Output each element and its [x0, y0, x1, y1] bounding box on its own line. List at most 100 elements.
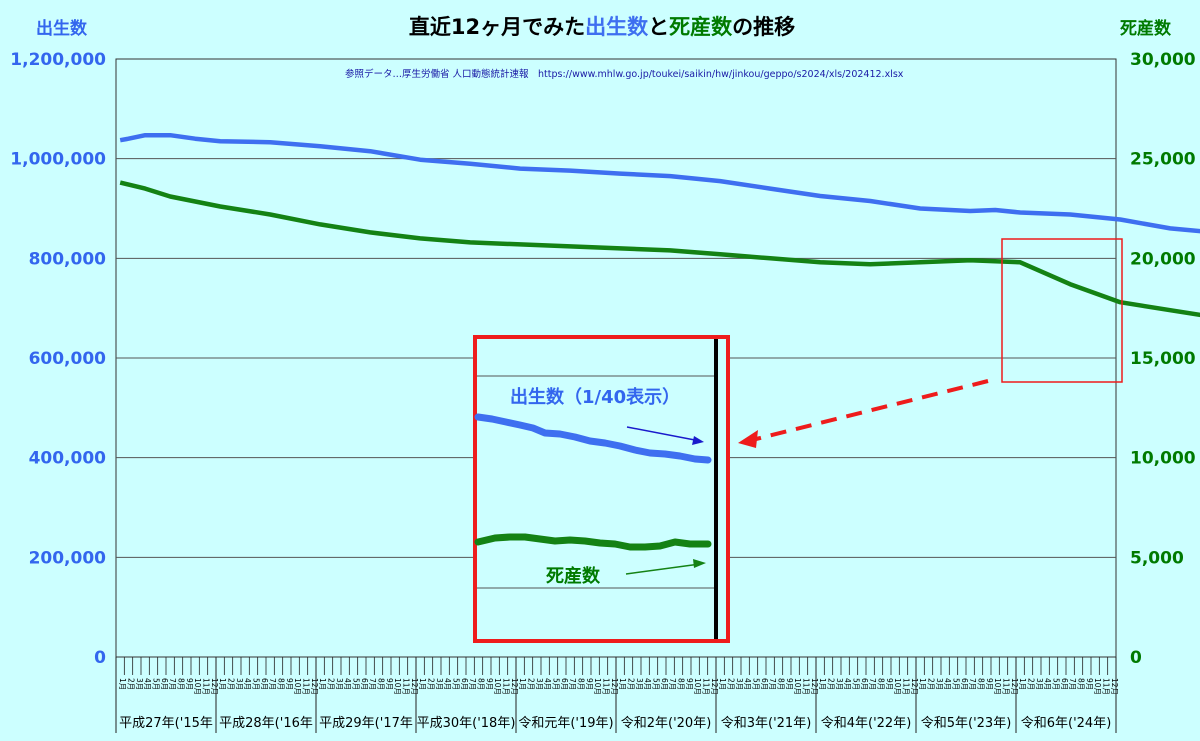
x-month-label: 10月	[193, 678, 202, 695]
x-month-label: 12月	[210, 678, 219, 695]
x-month-label: 1月	[718, 678, 727, 690]
x-month-label: 8月	[877, 678, 886, 690]
y-ticks-left: 0 200,000 400,000 600,000 800,000 1,000,000 1,…	[10, 50, 106, 668]
x-month-label: 9月	[1085, 678, 1094, 690]
y-tick-left-label: 1,200,000	[10, 50, 106, 70]
title-suffix: の推移	[732, 15, 795, 39]
chart-title: 直近12ヶ月でみた出生数と死産数の推移	[409, 15, 795, 39]
x-month-label: 11月	[202, 678, 211, 695]
inset-frame	[473, 335, 730, 643]
x-month-label: 6月	[860, 678, 869, 690]
inset-deaths-arrow	[625, 563, 701, 575]
x-month-label: 12月	[810, 678, 819, 695]
inset-deaths-arrowhead	[693, 559, 706, 568]
x-month-label: 6月	[560, 678, 569, 690]
x-month-label: 6月	[1060, 678, 1069, 690]
x-category-label: 平成30年('18年)	[417, 716, 516, 731]
x-month-label: 4月	[1043, 678, 1052, 690]
x-month-label: 1月	[118, 678, 127, 690]
x-month-label: 10月	[293, 678, 302, 695]
x-month-label: 8月	[777, 678, 786, 690]
x-month-label: 12月	[1010, 678, 1019, 695]
x-month-label: 6月	[460, 678, 469, 690]
x-month-label: 8月	[977, 678, 986, 690]
x-month-label: 5月	[652, 678, 661, 690]
x-month-label: 11月	[902, 678, 911, 695]
y-tick-right-label: 10,000	[1130, 449, 1196, 469]
y-tick-left-label: 400,000	[29, 449, 107, 469]
x-month-label: 12月	[610, 678, 619, 695]
x-month-label: 1月	[818, 678, 827, 690]
x-month-label: 5月	[352, 678, 361, 690]
title-births: 出生数	[585, 15, 649, 39]
source-note: 参照データ…厚生労働省 人口動態統計速報 https://www.mhlw.go…	[345, 68, 904, 80]
x-month-label: 9月	[385, 678, 394, 690]
x-month-label: 9月	[185, 678, 194, 690]
x-month-label: 11月	[1002, 678, 1011, 695]
x-month-label: 3月	[435, 678, 444, 690]
y-tick-right-label: 5,000	[1130, 548, 1184, 568]
x-month-label: 2月	[827, 678, 836, 690]
x-month-label: 2月	[727, 678, 736, 690]
inset-deaths-line	[474, 533, 712, 551]
x-month-label: 12月	[910, 678, 919, 695]
x-category-label: 令和6年('24年)	[1021, 716, 1112, 731]
inset-births-arrowhead	[692, 436, 704, 445]
y-tick-right-label: 30,000	[1130, 50, 1196, 70]
x-month-label: 6月	[360, 678, 369, 690]
x-category-label: 令和2年('20年)	[621, 716, 712, 731]
x-month-label: 3月	[735, 678, 744, 690]
x-month-label: 4月	[843, 678, 852, 690]
x-month-label: 11月	[1102, 678, 1111, 695]
y-ticks-right: 0 5,000 10,000 15,000 20,000 25,000 30,000	[1130, 50, 1196, 668]
x-month-label: 1月	[518, 678, 527, 690]
x-month-label: 5月	[852, 678, 861, 690]
x-month-label: 2月	[427, 678, 436, 690]
x-category-label: 令和5年('23年)	[921, 716, 1012, 731]
x-month-label: 10月	[493, 678, 502, 695]
x-month-label: 4月	[643, 678, 652, 690]
x-category-label: 平成27年('15年	[119, 716, 213, 731]
y-tick-left-label: 0	[94, 648, 106, 668]
x-month-label: 4月	[343, 678, 352, 690]
x-month-label: 8月	[277, 678, 286, 690]
callout-arrowhead	[738, 430, 758, 448]
x-category-label: 平成28年('16年	[219, 716, 313, 731]
x-month-label: 3月	[135, 678, 144, 690]
x-month-label: 3月	[235, 678, 244, 690]
x-month-label: 8月	[577, 678, 586, 690]
x-month-label: 10月	[693, 678, 702, 695]
x-month-label: 11月	[402, 678, 411, 695]
x-month-label: 2月	[927, 678, 936, 690]
x-month-label: 5月	[252, 678, 261, 690]
x-month-label: 7月	[268, 678, 277, 690]
x-month-label: 1月	[618, 678, 627, 690]
x-month-label: 4月	[743, 678, 752, 690]
x-month-label: 9月	[585, 678, 594, 690]
x-month-label: 5月	[552, 678, 561, 690]
x-month-label: 11月	[802, 678, 811, 695]
x-month-label: 1月	[218, 678, 227, 690]
y-tick-right-label: 20,000	[1130, 249, 1196, 269]
x-month-label: 1月	[318, 678, 327, 690]
inset-deaths-label: 死産数	[546, 565, 601, 587]
x-month-label: 4月	[243, 678, 252, 690]
x-month-label: 6月	[660, 678, 669, 690]
x-month-label: 9月	[285, 678, 294, 690]
x-month-label: 1月	[418, 678, 427, 690]
x-month-label: 3月	[635, 678, 644, 690]
y-tick-right-label: 25,000	[1130, 150, 1196, 170]
x-month-label: 8月	[677, 678, 686, 690]
x-month-label: 7月	[368, 678, 377, 690]
x-month-label: 9月	[985, 678, 994, 690]
x-month-label: 8月	[477, 678, 486, 690]
x-month-label: 9月	[785, 678, 794, 690]
x-month-label: 2月	[627, 678, 636, 690]
x-category-label: 令和4年('22年)	[821, 716, 912, 731]
x-month-label: 7月	[1068, 678, 1077, 690]
x-month-label: 10月	[893, 678, 902, 695]
x-month-label: 11月	[302, 678, 311, 695]
y-tick-right-label: 0	[1130, 648, 1142, 668]
x-month-label: 2月	[1027, 678, 1036, 690]
